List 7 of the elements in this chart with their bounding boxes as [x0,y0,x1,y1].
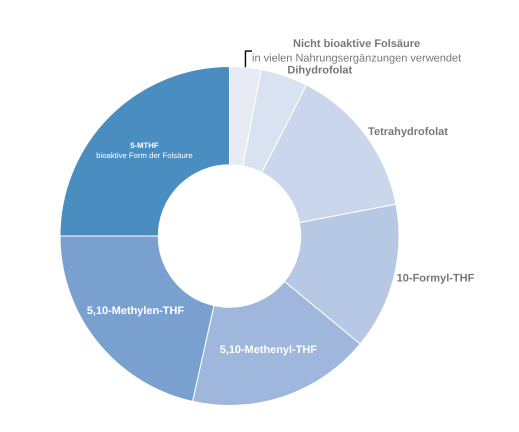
slice-label: 5,10-Methenyl-THF [220,344,318,356]
slice-label: 5-MTHF bioaktive Form der Folsäure [96,140,193,160]
slice-label: Tetrahydrofolat [368,126,448,138]
slice-label: Dihydrofolat [287,64,353,76]
slice-label: 10-Formyl-THF [396,272,475,285]
slice-label: Nicht bioaktive Folsäure in vielen Nahrungsergänzungen verwendet [252,38,462,64]
slice-label: 5,10-Methylen-THF [86,305,184,318]
